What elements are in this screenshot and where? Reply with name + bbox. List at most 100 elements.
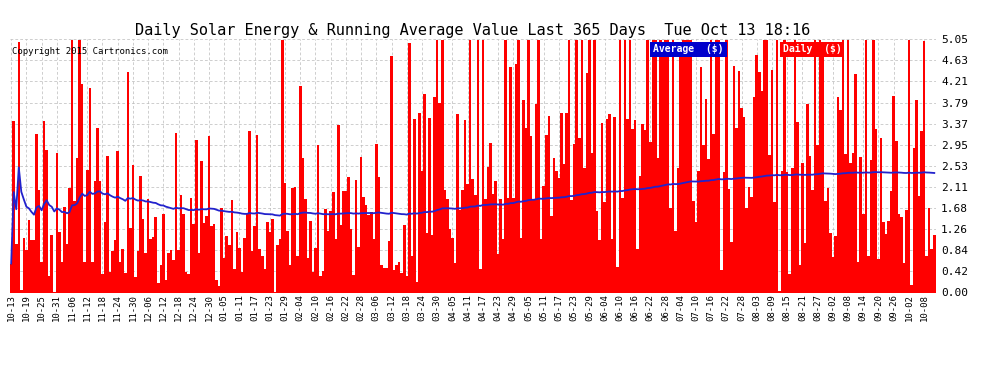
Bar (634, 120, 637, 292)
Bar (814, 40, 817, 292)
Bar (656, 158, 659, 292)
Bar (887, 221, 890, 292)
Bar (720, 270, 723, 292)
Bar (476, 40, 479, 292)
Bar (649, 142, 651, 292)
Bar (104, 222, 106, 292)
Bar (192, 224, 195, 292)
Bar (291, 189, 294, 292)
Bar (233, 268, 236, 292)
Bar (304, 199, 307, 292)
Bar (88, 87, 91, 292)
Bar (140, 176, 142, 292)
Bar (837, 97, 840, 292)
Bar (644, 130, 646, 292)
Bar (266, 222, 268, 292)
Bar (114, 240, 117, 292)
Bar (60, 262, 63, 292)
Bar (332, 192, 335, 292)
Bar (354, 180, 357, 292)
Bar (494, 181, 497, 292)
Bar (215, 280, 218, 292)
Bar (70, 40, 73, 292)
Bar (895, 141, 898, 292)
Bar (317, 145, 320, 292)
Bar (244, 238, 246, 292)
Bar (185, 272, 187, 292)
Bar (395, 265, 398, 292)
Bar (755, 55, 758, 292)
Bar (819, 40, 822, 292)
Bar (530, 136, 533, 292)
Bar (867, 255, 869, 292)
Bar (50, 235, 53, 292)
Bar (337, 125, 340, 292)
Bar (284, 183, 286, 292)
Bar (474, 195, 476, 292)
Text: Daily  ($): Daily ($) (783, 45, 842, 54)
Bar (687, 40, 690, 292)
Bar (832, 257, 835, 292)
Bar (736, 128, 738, 292)
Bar (370, 211, 372, 292)
Bar (38, 190, 41, 292)
Bar (528, 40, 530, 292)
Bar (619, 40, 621, 292)
Bar (731, 242, 733, 292)
Bar (591, 153, 593, 292)
Bar (875, 129, 877, 292)
Bar (654, 40, 656, 292)
Bar (286, 231, 289, 292)
Bar (426, 233, 429, 292)
Bar (725, 40, 728, 292)
Bar (862, 214, 864, 292)
Bar (765, 40, 768, 292)
Bar (142, 219, 145, 292)
Bar (869, 160, 872, 292)
Bar (522, 100, 525, 292)
Bar (682, 40, 684, 292)
Bar (611, 239, 614, 292)
Bar (616, 267, 619, 292)
Bar (246, 213, 248, 292)
Bar (928, 208, 931, 292)
Bar (738, 71, 741, 292)
Bar (349, 230, 352, 292)
Bar (453, 263, 456, 292)
Bar (41, 262, 43, 292)
Bar (723, 172, 725, 292)
Bar (46, 150, 48, 292)
Bar (352, 274, 354, 292)
Bar (175, 133, 177, 292)
Bar (626, 118, 629, 292)
Bar (585, 73, 588, 292)
Bar (639, 176, 642, 292)
Bar (588, 40, 591, 292)
Bar (289, 265, 291, 292)
Bar (187, 274, 190, 292)
Bar (492, 194, 494, 292)
Bar (258, 249, 261, 292)
Bar (596, 211, 598, 292)
Bar (908, 40, 910, 292)
Bar (593, 40, 596, 292)
Bar (23, 238, 25, 292)
Bar (565, 112, 568, 292)
Bar (20, 290, 23, 292)
Bar (58, 232, 60, 292)
Bar (692, 201, 695, 292)
Bar (281, 40, 284, 292)
Bar (540, 238, 543, 292)
Bar (94, 180, 96, 292)
Bar (314, 248, 317, 292)
Bar (200, 161, 203, 292)
Text: Average  ($): Average ($) (653, 45, 724, 54)
Bar (851, 153, 854, 292)
Bar (73, 201, 76, 292)
Bar (416, 282, 418, 292)
Bar (117, 152, 119, 292)
Bar (218, 286, 221, 292)
Bar (713, 134, 715, 292)
Bar (33, 240, 36, 292)
Bar (921, 131, 923, 292)
